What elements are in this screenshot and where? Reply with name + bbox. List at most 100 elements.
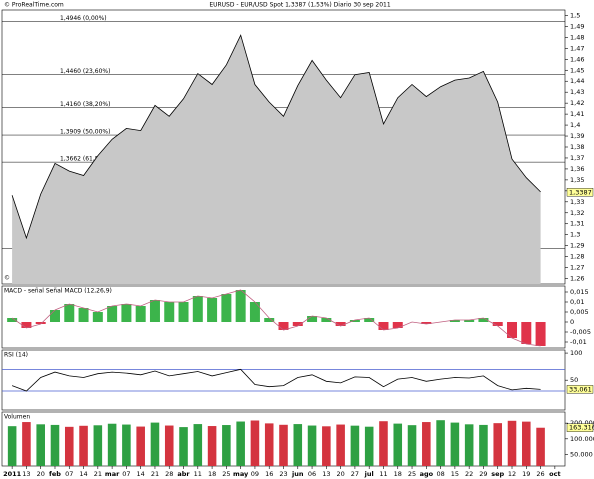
volume-bar <box>22 422 31 466</box>
y-tick-label: 0 <box>570 318 574 326</box>
x-tick-label: sep <box>491 470 504 478</box>
macd-bar <box>221 294 232 322</box>
macd-bar <box>307 316 318 322</box>
last-value-label: 1,3387 <box>569 188 592 196</box>
volume-bar <box>36 424 45 466</box>
macd-bar <box>249 302 260 322</box>
x-tick-label: 28 <box>165 470 173 478</box>
y-tick-label: 1,28 <box>570 253 584 261</box>
last-value-box <box>566 423 594 432</box>
y-tick-label: 1,5 <box>570 11 580 19</box>
volume-bar <box>450 422 460 466</box>
volume-bar <box>250 420 260 466</box>
x-tick-label: 20 <box>336 470 344 478</box>
x-tick-label: 06 <box>308 470 316 478</box>
x-tick-label: abr <box>177 470 190 478</box>
y-tick-label: 1,4 <box>570 121 580 129</box>
y-tick-label: 1,37 <box>570 154 584 162</box>
volume-bar <box>436 420 445 466</box>
y-tick-label: 1,43 <box>570 88 584 96</box>
volume-bar <box>393 423 403 466</box>
rsi-panel <box>1 349 566 411</box>
x-tick-label: 21 <box>151 470 159 478</box>
x-tick-label: 08 <box>436 470 444 478</box>
y-tick-label: -0,01 <box>570 338 587 346</box>
x-tick-label: 07 <box>122 470 130 478</box>
panel-title: RSI (14) <box>4 352 28 359</box>
x-tick-label: 29 <box>479 470 487 478</box>
macd-bar <box>449 320 460 322</box>
macd-bar <box>535 322 546 346</box>
macd-bar <box>149 300 160 322</box>
volume-bar <box>379 421 388 466</box>
volume-bar <box>507 420 517 466</box>
volume-bar <box>150 422 160 466</box>
x-tick-label: 18 <box>208 470 216 478</box>
macd-bar <box>364 318 375 322</box>
x-tick-label: 13 <box>322 470 330 478</box>
macd-bar <box>492 322 503 326</box>
volume-bar <box>536 427 545 466</box>
rsi-line <box>11 368 541 392</box>
x-tick-label: 26 <box>536 470 544 478</box>
level-label: 1,3909 (50,00%) <box>60 129 110 136</box>
volume-bar <box>464 424 474 466</box>
y-tick-label: 1,39 <box>570 132 584 140</box>
x-tick-label: mar <box>105 470 120 478</box>
x-tick-label: feb <box>49 470 61 478</box>
x-tick-label: 16 <box>265 470 273 478</box>
volume-bar <box>7 426 17 466</box>
volume-bar <box>407 425 417 466</box>
volume-bar <box>136 426 145 466</box>
price-area <box>12 35 541 285</box>
panel-title: MACD - señal Señal MACD (12,26,9) <box>4 288 112 295</box>
y-tick-label: 0,015 <box>570 288 589 296</box>
volume-bar <box>350 425 360 466</box>
x-tick-label: 13 <box>22 470 30 478</box>
volume-bar <box>207 426 217 466</box>
macd-bar <box>235 290 246 322</box>
y-tick-label: -0,005 <box>570 328 591 336</box>
macd-bar <box>292 322 303 326</box>
macd-line <box>11 289 541 347</box>
macd-bar <box>35 322 46 324</box>
y-tick-label: 100 <box>570 349 582 357</box>
y-tick-label: 0,01 <box>570 298 584 306</box>
macd-bar <box>192 296 203 322</box>
y-tick-label: 1,41 <box>570 110 584 118</box>
macd-bar <box>264 318 275 322</box>
x-tick-label: 18 <box>394 470 402 478</box>
last-value-box <box>566 385 594 394</box>
volume-bar <box>122 424 131 466</box>
x-tick-label: 21 <box>94 470 102 478</box>
x-tick-label: 14 <box>79 470 87 478</box>
x-tick-label: 2011 <box>3 470 22 478</box>
volume-bar <box>422 422 431 466</box>
macd-bar <box>278 322 289 330</box>
macd-bar <box>335 322 346 326</box>
level-label: 1,4160 (38,20%) <box>60 101 110 108</box>
x-tick-label: 25 <box>222 470 230 478</box>
last-value-box <box>566 188 594 197</box>
macd-bar <box>78 308 89 322</box>
level-label: 1,4946 (0,00%) <box>60 15 107 22</box>
x-tick-label: 15 <box>451 470 459 478</box>
volume-bar <box>479 424 488 466</box>
macd-bar <box>392 322 403 328</box>
y-tick-label: 1,33 <box>570 198 584 206</box>
y-tick-label: 1,49 <box>570 22 584 30</box>
volume-bar <box>107 423 117 466</box>
macd-bar <box>464 320 475 322</box>
level-label: 1,4460 (23,60%) <box>60 68 110 75</box>
y-tick-label: 100.000 <box>570 435 594 443</box>
macd-bar <box>7 318 18 322</box>
volume-bar <box>236 421 245 466</box>
panel-title: Volumen <box>4 414 30 421</box>
y-tick-label: 1,26 <box>570 275 584 283</box>
macd-bar <box>121 304 132 322</box>
macd-bar <box>164 302 175 322</box>
x-tick-label: may <box>233 470 249 478</box>
y-tick-label: 1,32 <box>570 209 584 217</box>
y-tick-label: 1,46 <box>570 55 584 63</box>
macd-bar <box>92 312 103 322</box>
